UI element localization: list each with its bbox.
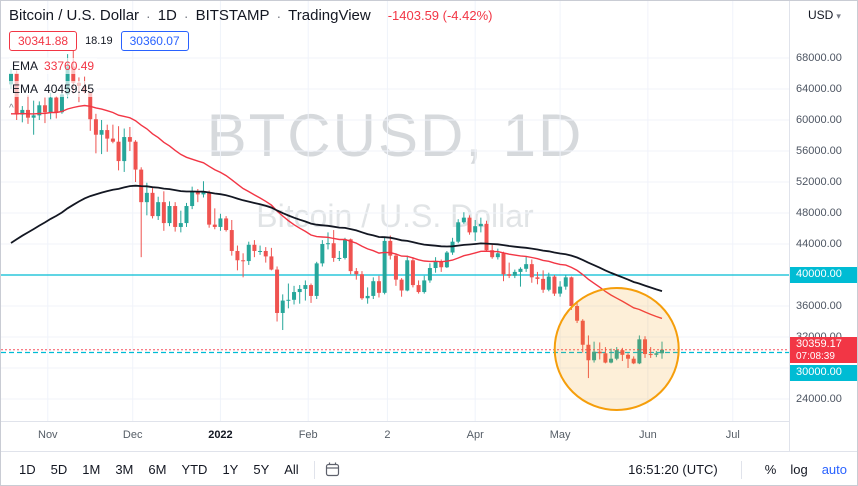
- chevron-down-icon: ▾: [836, 11, 841, 21]
- price-axis[interactable]: USD ▾ 68000.00 64000.00 60000.00 56000.00 520…: [789, 1, 857, 451]
- bid-price-box[interactable]: 30341.88: [9, 31, 78, 51]
- range-1Y-button[interactable]: 1Y: [222, 462, 239, 477]
- divider: [313, 460, 315, 479]
- price-level-badge-lower: 30000.00: [790, 364, 857, 381]
- currency-label: USD: [808, 8, 834, 22]
- range-1D-button[interactable]: 1D: [19, 462, 36, 477]
- range-All-button[interactable]: All: [284, 462, 299, 477]
- time-axis-label: 2: [384, 429, 391, 441]
- price-change-text: -1403.59 (-4.42%): [387, 8, 493, 23]
- last-price-badge: 30359.17 07:08:39: [790, 336, 857, 363]
- indicator-legend-ema[interactable]: EMA 40459.45: [9, 81, 98, 97]
- price-axis-label: 68000.00: [796, 52, 842, 64]
- log-scale-button[interactable]: log: [790, 462, 808, 477]
- symbol-legend-row: Bitcoin / U.S. Dollar · 1D · BITSTAMP · …: [9, 7, 492, 24]
- price-axis-label: 48000.00: [796, 207, 842, 219]
- separator-dot: ·: [146, 7, 151, 24]
- percent-scale-button[interactable]: %: [764, 462, 777, 477]
- toolbar-left-group: 1D 5D 1M 3M 6M YTD 1Y 5Y All: [13, 459, 341, 480]
- price-axis-label: 64000.00: [796, 83, 842, 95]
- separator-dot: ·: [183, 7, 189, 24]
- price-level-badge-upper: 40000.00: [790, 267, 857, 283]
- range-5Y-button[interactable]: 5Y: [253, 462, 270, 477]
- time-axis-label: Apr: [466, 429, 484, 441]
- toolbar-right-group: 16:51:20 (UTC) % log auto: [628, 460, 847, 479]
- indicator-name: EMA: [12, 82, 39, 96]
- time-axis-label: Nov: [38, 429, 58, 441]
- bottom-toolbar: 1D 5D 1M 3M 6M YTD 1Y 5Y All 16:51:20 (UTC) % lo…: [1, 451, 857, 485]
- clock[interactable]: 16:51:20 (UTC): [628, 462, 718, 477]
- exchange-label[interactable]: BITSTAMP: [195, 7, 270, 24]
- time-axis-label: Jun: [638, 429, 657, 441]
- go-to-date-button[interactable]: [324, 461, 341, 478]
- auto-scale-button[interactable]: auto: [821, 462, 847, 477]
- symbol-title[interactable]: Bitcoin / U.S. Dollar: [9, 7, 140, 24]
- price-axis-label: 36000.00: [796, 300, 842, 312]
- range-3M-button[interactable]: 3M: [115, 462, 134, 477]
- time-axis-label: Dec: [122, 429, 143, 441]
- time-axis-label: Feb: [298, 429, 318, 441]
- bid-ask-row: 30341.88 18.19 30360.07: [9, 31, 492, 51]
- price-axis-label: 56000.00: [796, 145, 842, 157]
- time-axis-label: Jul: [725, 429, 740, 441]
- range-YTD-button[interactable]: YTD: [181, 462, 208, 477]
- separator-dot: ·: [276, 7, 282, 24]
- brand-label[interactable]: TradingView: [288, 7, 371, 24]
- price-axis-label: 24000.00: [796, 393, 842, 405]
- currency-dropdown[interactable]: USD ▾: [808, 8, 841, 22]
- legend-collapse-button[interactable]: ^: [9, 103, 27, 116]
- range-5D-button[interactable]: 5D: [50, 462, 68, 477]
- candlestick-chart-canvas[interactable]: [1, 1, 789, 421]
- range-1M-button[interactable]: 1M: [82, 462, 101, 477]
- indicator-value: 33760.49: [44, 59, 95, 73]
- range-6M-button[interactable]: 6M: [148, 462, 167, 477]
- date-range-buttons: 1D 5D 1M 3M 6M YTD 1Y 5Y All: [13, 459, 305, 480]
- time-axis-label: May: [549, 429, 571, 441]
- indicator-legend-list: EMA 33760.49 EMA 40459.45: [9, 58, 492, 97]
- chart-legend: Bitcoin / U.S. Dollar · 1D · BITSTAMP · …: [9, 7, 492, 116]
- ask-price-box[interactable]: 30360.07: [120, 31, 189, 51]
- indicator-name: EMA: [12, 59, 39, 73]
- indicator-legend-ema[interactable]: EMA 33760.49: [9, 58, 98, 74]
- price-axis-label: 52000.00: [796, 176, 842, 188]
- interval-button[interactable]: 1D: [157, 7, 177, 24]
- time-axis-label: 2022: [208, 429, 233, 441]
- chart-region[interactable]: BTCUSD, 1D Bitcoin / U.S. Dollar Bitcoin…: [1, 1, 857, 451]
- indicator-value: 40459.45: [44, 82, 95, 96]
- chevron-up-icon: ^: [9, 103, 14, 114]
- price-axis-label: 60000.00: [796, 114, 842, 126]
- spread-value: 18.19: [85, 35, 113, 47]
- divider: [740, 460, 742, 479]
- price-axis-label: 44000.00: [796, 238, 842, 250]
- calendar-icon: [325, 462, 339, 477]
